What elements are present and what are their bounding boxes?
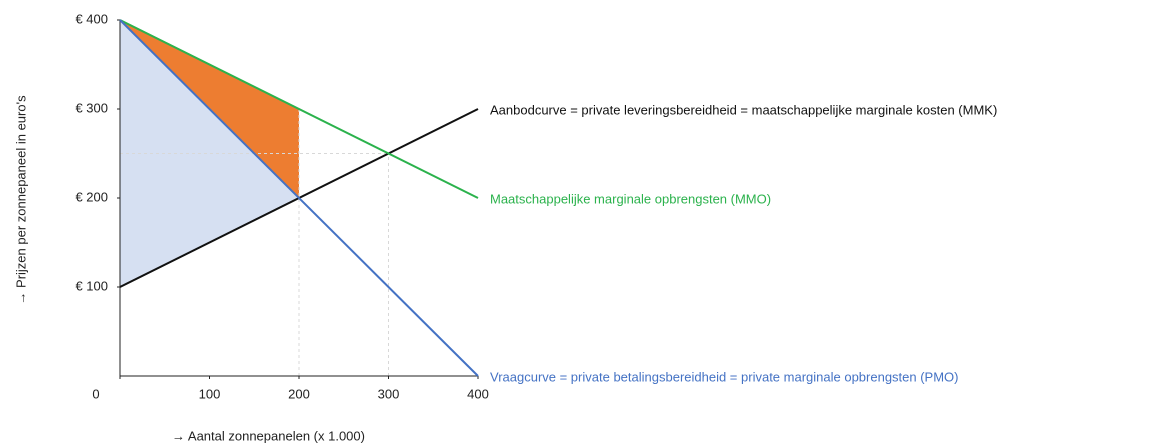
series-line: [119, 19, 479, 377]
x-tick-label: 200: [288, 386, 310, 401]
y-tick-label: € 400: [75, 11, 108, 26]
series-label: Vraagcurve = private betalingsbereidheid…: [490, 369, 959, 384]
y-axis-label: → Prijzen per zonnepaneel in euro's: [13, 95, 28, 305]
y-tick-label: € 100: [75, 278, 108, 293]
x-tick-label: 400: [467, 386, 489, 401]
series-label: Aanbodcurve = private leveringsbereidhei…: [490, 102, 997, 117]
y-tick-label: € 300: [75, 100, 108, 115]
x-tick-label: 300: [378, 386, 400, 401]
series-line: [119, 19, 479, 199]
series-label: Maatschappelijke marginale opbrengsten (…: [490, 191, 771, 206]
y-tick-label: € 200: [75, 189, 108, 204]
x-axis-label: → Aantal zonnepanelen (x 1.000): [172, 428, 365, 443]
x-tick-label: 100: [199, 386, 221, 401]
x-tick-label: 0: [92, 386, 99, 401]
